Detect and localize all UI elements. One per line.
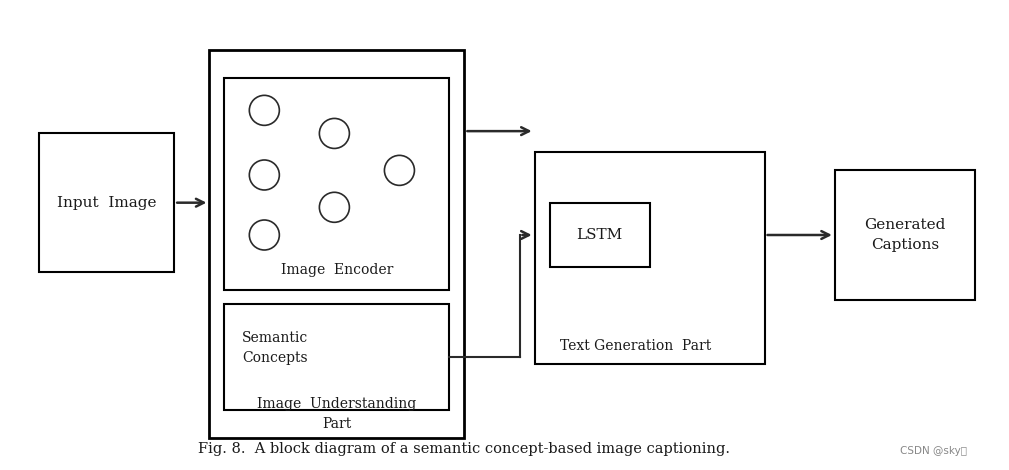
Bar [39,133,175,272]
Bar [834,170,975,300]
Bar [224,304,449,410]
Text: Input  Image: Input Image [57,196,156,210]
Text: Semantic
Concepts: Semantic Concepts [242,331,309,365]
Text: CSDN @sky赏: CSDN @sky赏 [900,446,967,456]
Ellipse shape [384,156,415,185]
Bar [550,203,650,267]
Bar [535,152,765,364]
Text: LSTM: LSTM [576,228,623,242]
Ellipse shape [249,160,279,190]
Text: Image  Encoder: Image Encoder [281,263,394,277]
Ellipse shape [320,118,349,149]
Text: Generated
Captions: Generated Captions [864,218,945,252]
Text: Image  Understanding
Part: Image Understanding Part [257,397,417,431]
Bar [209,50,464,438]
Ellipse shape [249,220,279,250]
Ellipse shape [249,95,279,125]
Bar [224,78,449,290]
Text: Fig. 8.  A block diagram of a semantic concept-based image captioning.: Fig. 8. A block diagram of a semantic co… [199,442,731,456]
Text: Text Generation  Part: Text Generation Part [560,339,710,353]
Ellipse shape [320,192,349,222]
